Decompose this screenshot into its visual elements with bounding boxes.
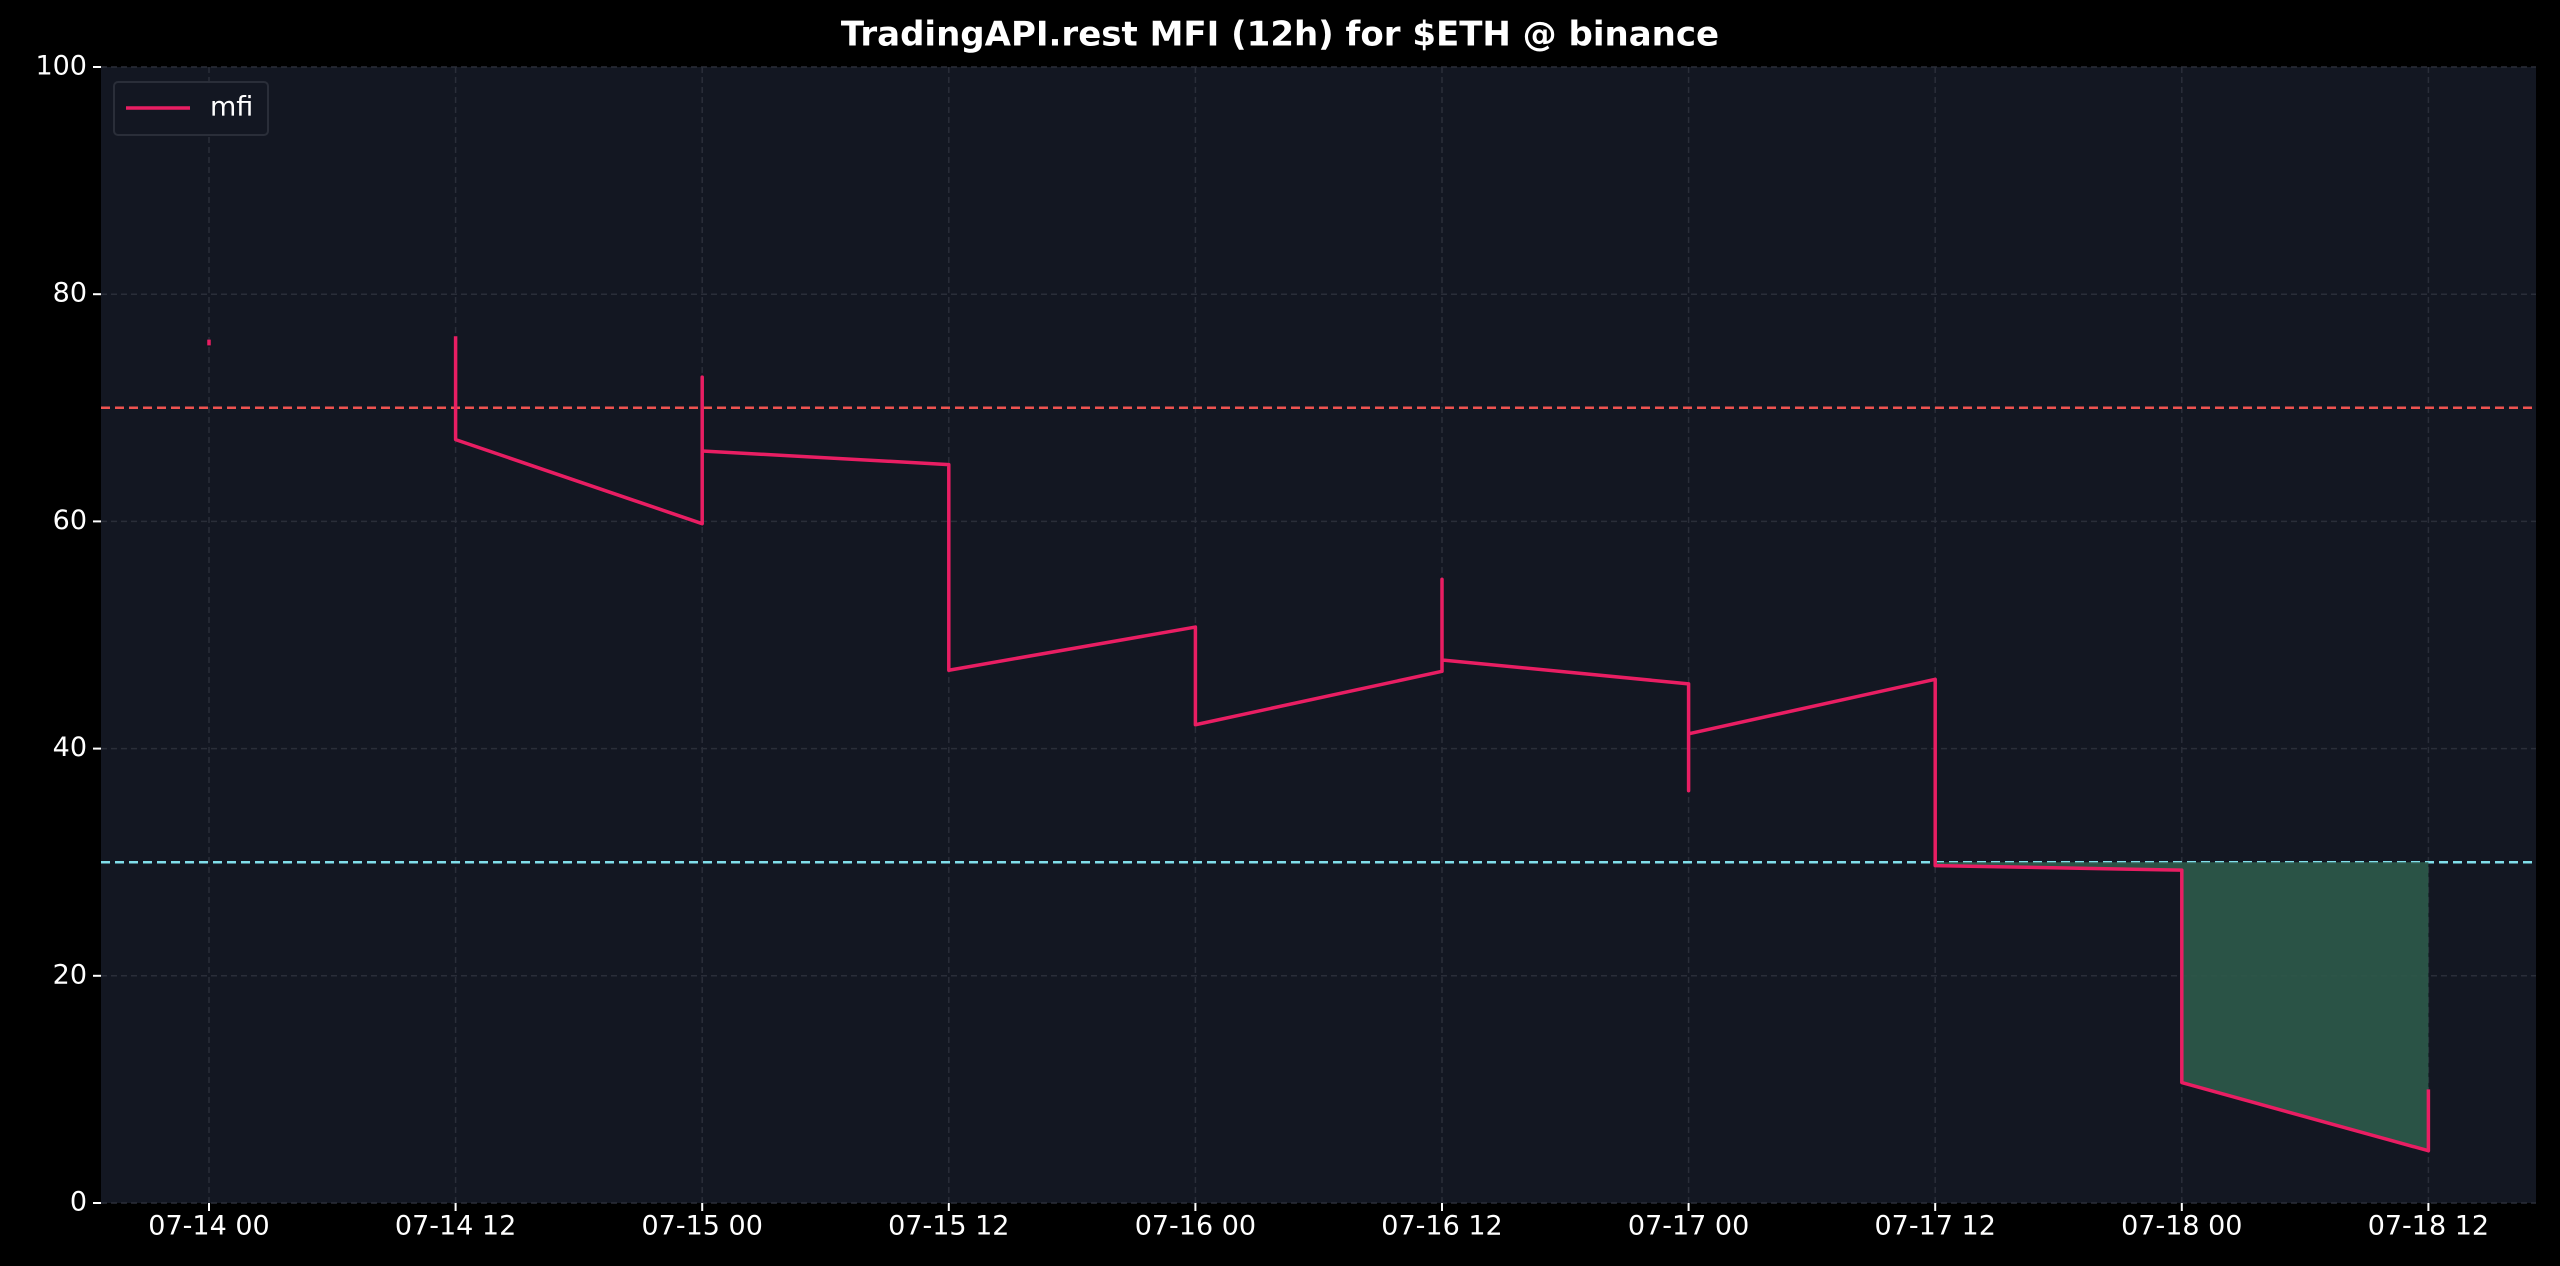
x-tick-label: 07-15 00 [641,1211,762,1242]
x-tick-label: 07-18 12 [2368,1211,2489,1242]
x-tick-label: 07-15 12 [888,1211,1009,1242]
plot-area [101,67,2536,1203]
oversold-fill [1935,862,2429,1151]
y-tick-label: 20 [53,959,87,990]
y-tick-label: 60 [53,505,87,536]
legend-label: mfi [210,92,253,123]
y-tick-label: 40 [53,732,87,763]
x-tick-label: 07-16 12 [1381,1211,1502,1242]
mfi-line [207,336,2431,1153]
x-tick-label: 07-14 12 [395,1211,516,1242]
y-tick-label: 100 [35,51,87,82]
legend-box [113,81,269,136]
y-tick-label: 80 [53,278,87,309]
x-tick-label: 07-14 00 [148,1211,269,1242]
x-tick-label: 07-16 00 [1135,1211,1256,1242]
chart-title: TradingAPI.rest MFI (12h) for $ETH @ bin… [841,15,1719,55]
y-tick-label: 0 [70,1187,87,1218]
x-tick-label: 07-17 12 [1874,1211,1995,1242]
x-tick-label: 07-17 00 [1628,1211,1749,1242]
x-tick-label: 07-18 00 [2121,1211,2242,1242]
